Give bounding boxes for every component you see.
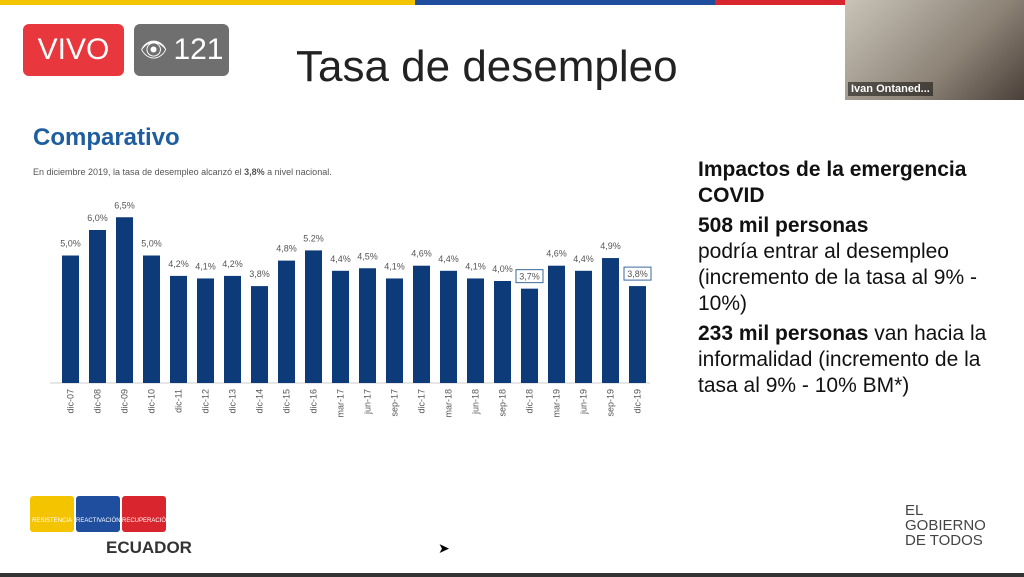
- tick-label: dic-19: [633, 389, 643, 414]
- logo-resistencia: RESISTENCIA: [30, 496, 74, 532]
- live-badge: VIVO: [23, 24, 124, 76]
- bar-dic-10: [143, 255, 160, 383]
- government-logo: EL GOBIERNO DE TODOS: [905, 502, 986, 549]
- tick-label: dic-15: [282, 389, 292, 414]
- data-label: 5,0%: [141, 239, 162, 249]
- bar-dic-13: [224, 275, 241, 383]
- data-label: 4,6%: [546, 249, 567, 259]
- bar-sep-19: [602, 258, 619, 383]
- eye-icon: 👁: [139, 37, 168, 62]
- data-label: 4,4%: [438, 254, 459, 264]
- data-label: 4,2%: [222, 259, 243, 269]
- data-label: 4,0%: [492, 264, 513, 274]
- tick-label: dic-11: [174, 389, 184, 413]
- chart-subtitle: En diciembre 2019, la tasa de desempleo …: [33, 167, 332, 177]
- data-label: 4,1%: [195, 261, 216, 271]
- logo-recuperacion: RECUPERACIÓN: [122, 496, 170, 532]
- tick-label: dic-17: [417, 389, 427, 414]
- bar-dic-11: [170, 275, 187, 383]
- tick-label: dic-14: [255, 389, 265, 414]
- data-label: 4,5%: [357, 251, 378, 261]
- data-label: 4,9%: [600, 241, 621, 251]
- bottom-border: [0, 573, 1024, 577]
- tick-label: sep-19: [606, 389, 616, 417]
- tick-label: dic-09: [120, 389, 130, 414]
- tick-label: jun-17: [363, 389, 373, 415]
- ecuador-logo: ECUADOR: [106, 538, 192, 557]
- data-label: 6,0%: [87, 213, 108, 223]
- data-label: 4,6%: [411, 249, 432, 259]
- tick-label: mar-17: [336, 389, 346, 418]
- viewer-count: 👁 121: [134, 24, 229, 76]
- tick-label: jun-19: [579, 389, 589, 415]
- slide-title: Tasa de desempleo: [296, 42, 678, 91]
- covid-impact-panel: Impactos de la emergencia COVID 508 mil …: [698, 157, 998, 399]
- data-label: 3,8%: [249, 269, 270, 279]
- bar-mar-19: [548, 265, 565, 383]
- data-label: 4,4%: [330, 254, 351, 264]
- bar-mar-17: [332, 270, 349, 383]
- bar-dic-14: [251, 286, 268, 383]
- data-label: 4,2%: [168, 259, 189, 269]
- section-title: Comparativo: [33, 124, 180, 151]
- bar-mar-18: [440, 270, 457, 383]
- data-label: 4,4%: [573, 254, 594, 264]
- bar-dic-19: [629, 286, 646, 383]
- tick-label: dic-13: [228, 389, 238, 414]
- tick-label: mar-19: [552, 389, 562, 418]
- tick-label: dic-18: [525, 389, 535, 414]
- bar-jun-17: [359, 268, 376, 383]
- label-highlight-box: [623, 266, 652, 281]
- color-stripe: [0, 0, 845, 5]
- impact-2: 233 mil personas van hacia la informalid…: [698, 322, 987, 397]
- bar-sep-17: [386, 278, 403, 383]
- bar-dic-08: [89, 230, 106, 383]
- logo-reactivacion: REACTIVACIÓN: [76, 496, 121, 532]
- bar-dic-09: [116, 217, 133, 383]
- mouse-cursor-icon: ➤: [438, 540, 450, 556]
- impact-heading: Impactos de la emergencia COVID: [698, 158, 967, 207]
- tick-label: dic-10: [147, 389, 157, 414]
- bar-dic-18: [521, 288, 538, 383]
- bar-dic-07: [62, 255, 79, 383]
- data-label: 6,5%: [114, 200, 135, 210]
- bar-sep-18: [494, 281, 511, 383]
- data-label: 4,8%: [276, 244, 297, 254]
- tick-label: dic-12: [201, 389, 211, 414]
- program-logos: RESISTENCIA REACTIVACIÓNRECUPERACIÓN: [30, 496, 170, 532]
- bar-dic-15: [278, 260, 295, 383]
- data-label: 4,1%: [384, 261, 405, 271]
- bar-dic-17: [413, 265, 430, 383]
- impact-1: 508 mil personas podría entrar al desempl…: [698, 214, 977, 315]
- tick-label: sep-17: [390, 389, 400, 417]
- bar-dic-16: [305, 250, 322, 383]
- bar-jun-19: [575, 270, 592, 383]
- tick-label: sep-18: [498, 389, 508, 417]
- data-label: 3,7%: [519, 272, 540, 282]
- bar-dic-12: [197, 278, 214, 383]
- data-label: 5,0%: [60, 239, 81, 249]
- tick-label: dic-08: [93, 389, 103, 414]
- tick-label: dic-16: [309, 389, 319, 414]
- tick-label: dic-07: [66, 389, 76, 414]
- label-highlight-box: [515, 269, 544, 284]
- data-label: 4,1%: [465, 261, 486, 271]
- tick-label: mar-18: [444, 389, 454, 418]
- unemployment-bar-chart: 5,0% dic-07 6,0% dic-08 6,5% dic-09 5,0% dic-10…: [50, 200, 652, 418]
- participant-name: Ivan Ontaned...: [848, 82, 933, 96]
- data-label: 3,8%: [627, 269, 648, 279]
- viewer-count-value: 121: [173, 33, 224, 66]
- data-label: 5.2%: [303, 233, 324, 243]
- bar-jun-18: [467, 278, 484, 383]
- tick-label: jun-18: [471, 389, 481, 415]
